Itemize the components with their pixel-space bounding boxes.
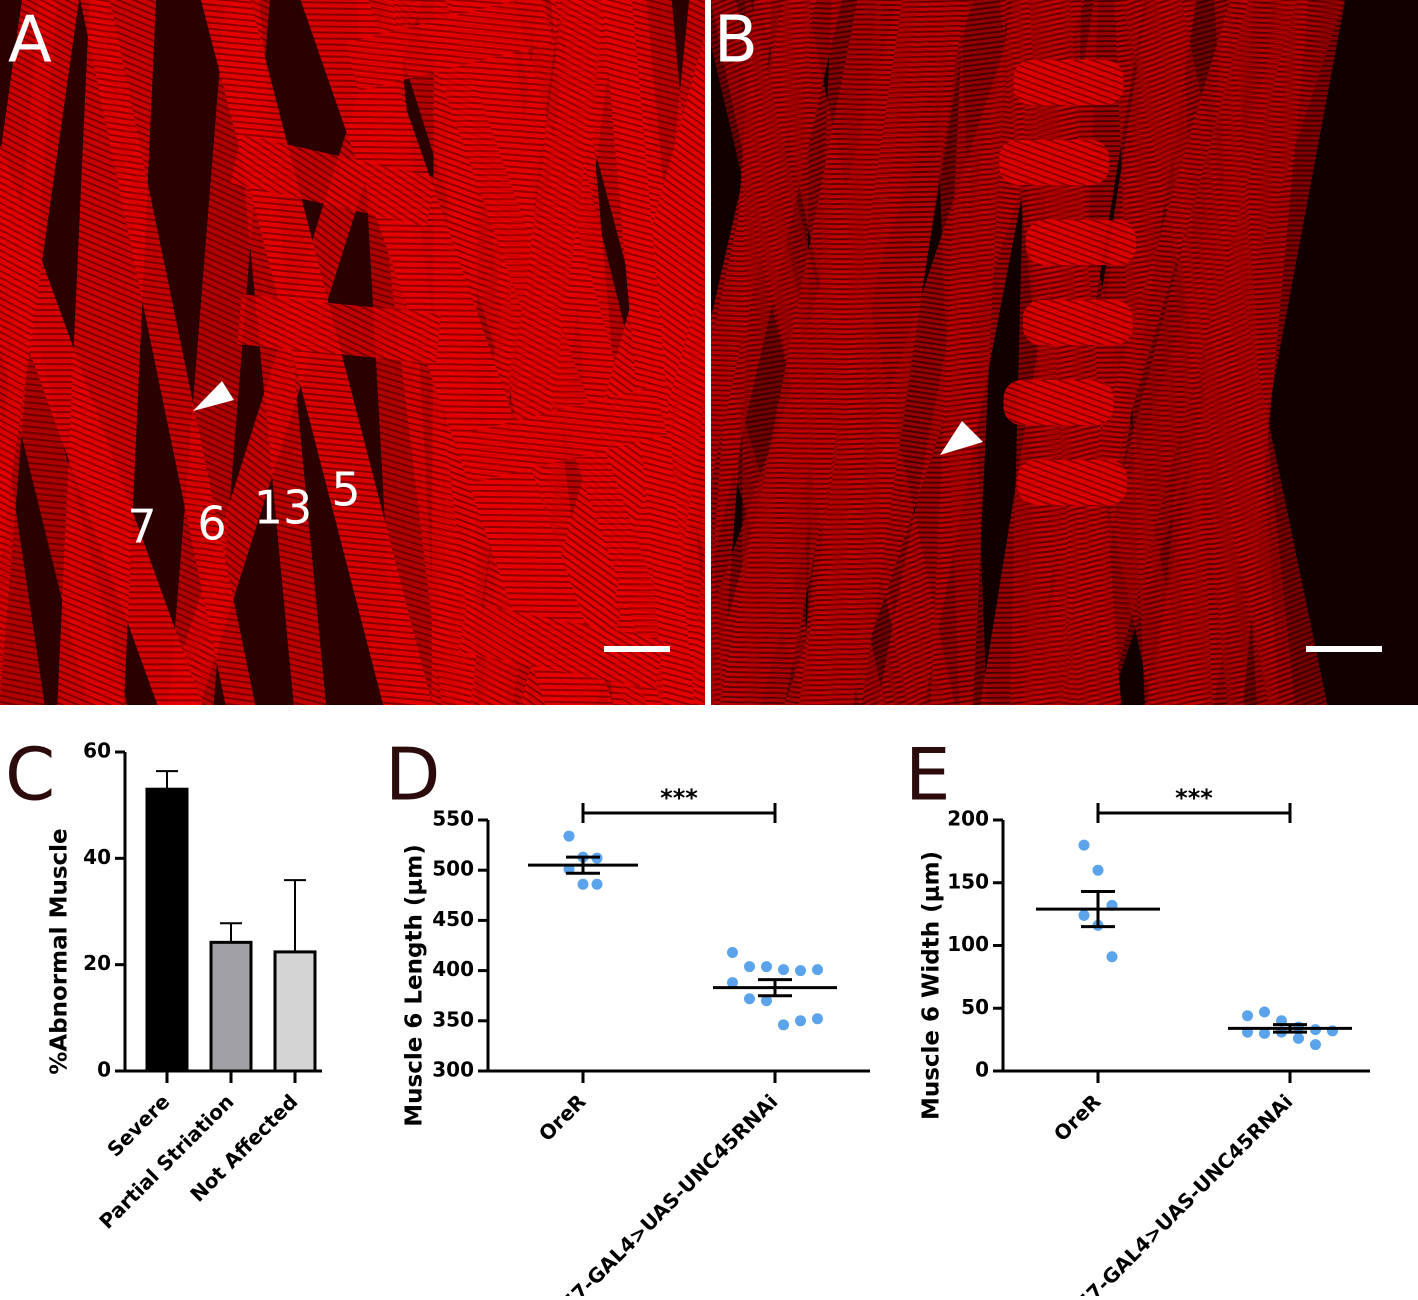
significance-bracket bbox=[1096, 803, 1292, 823]
panel-label: B bbox=[714, 4, 758, 78]
muscle-label: 6 bbox=[197, 497, 226, 551]
y-tick-label: 300 bbox=[432, 1058, 474, 1082]
x-tick-label: c57-GAL4>UAS-UNC45RNAi bbox=[1063, 1089, 1297, 1296]
data-point bbox=[1106, 951, 1118, 963]
y-tick-label: 0 bbox=[975, 1058, 989, 1082]
data-point bbox=[1092, 864, 1104, 876]
muscle-fiber bbox=[237, 294, 442, 364]
y-tick-label: 150 bbox=[947, 869, 989, 893]
data-point bbox=[744, 993, 755, 1005]
data-point bbox=[1310, 1039, 1321, 1051]
data-point bbox=[1078, 909, 1090, 921]
data-point bbox=[1259, 1006, 1270, 1018]
data-point bbox=[577, 878, 589, 890]
muscle-fiber bbox=[1003, 380, 1114, 425]
panel-label: C bbox=[5, 733, 55, 817]
y-tick-label: 100 bbox=[947, 932, 989, 956]
y-tick-label: 500 bbox=[432, 857, 474, 881]
y-tick-label: 0 bbox=[97, 1058, 111, 1082]
arrowhead bbox=[940, 421, 983, 455]
scale-bar bbox=[1306, 646, 1382, 652]
data-point bbox=[795, 1015, 806, 1027]
muscle-fiber bbox=[346, 0, 553, 92]
muscle-fiber bbox=[711, 0, 731, 705]
muscle-fiber bbox=[1022, 300, 1133, 345]
bar bbox=[209, 940, 253, 1073]
y-axis-label: Muscle 6 Length (μm) bbox=[402, 844, 428, 1126]
x-tick-label: OreR bbox=[1049, 1089, 1105, 1145]
panel-label: A bbox=[8, 4, 52, 78]
data-point bbox=[1293, 1032, 1304, 1044]
scale-bar bbox=[604, 646, 670, 652]
muscle-fiber bbox=[230, 134, 437, 227]
x-tick-label: OreR bbox=[534, 1089, 590, 1145]
y-tick-label: 50 bbox=[961, 995, 989, 1019]
data-point bbox=[1259, 1027, 1270, 1039]
significance-label: *** bbox=[1175, 784, 1213, 812]
data-point bbox=[744, 961, 755, 973]
data-point bbox=[1242, 1010, 1253, 1022]
muscle-label: 7 bbox=[127, 500, 156, 554]
y-tick-label: 20 bbox=[83, 951, 111, 975]
muscle-fiber bbox=[0, 0, 64, 705]
micrograph-a bbox=[0, 0, 705, 705]
muscle-fiber bbox=[58, 0, 281, 705]
muscle-fiber bbox=[0, 0, 95, 705]
bar bbox=[145, 787, 189, 1073]
panel-label: D bbox=[385, 733, 440, 817]
y-axis-label: Muscle 6 Width (μm) bbox=[919, 851, 945, 1120]
muscle-fiber bbox=[0, 0, 239, 705]
data-point bbox=[795, 965, 806, 977]
y-tick-label: 450 bbox=[432, 907, 474, 931]
muscle-fiber bbox=[458, 602, 664, 690]
muscle-fiber bbox=[591, 0, 705, 705]
bar bbox=[273, 950, 317, 1073]
y-tick-label: 200 bbox=[947, 807, 989, 831]
y-axis-label: %Abnormal Muscle bbox=[47, 828, 73, 1074]
data-point bbox=[563, 830, 575, 842]
muscle-fiber bbox=[453, 0, 621, 705]
muscle-fiber bbox=[461, 386, 668, 483]
muscle-fiber bbox=[923, 0, 1012, 705]
y-tick-label: 400 bbox=[432, 957, 474, 981]
significance-bracket bbox=[581, 803, 777, 823]
muscle-fiber bbox=[780, 0, 982, 705]
data-point bbox=[727, 947, 738, 959]
muscle-fiber bbox=[711, 0, 944, 705]
data-point bbox=[778, 1019, 789, 1031]
muscle-fiber bbox=[1100, 0, 1353, 705]
muscle-fiber bbox=[271, 0, 648, 705]
y-tick-label: 350 bbox=[432, 1007, 474, 1031]
data-point bbox=[727, 977, 738, 989]
y-tick-label: 40 bbox=[83, 845, 111, 869]
muscle-fiber bbox=[1013, 60, 1124, 105]
data-point bbox=[591, 878, 603, 890]
micrograph-b bbox=[711, 0, 1418, 705]
muscle-fiber bbox=[1020, 0, 1131, 705]
x-tick-label: c57-GAL4>UAS-UNC45RNAi bbox=[548, 1089, 782, 1296]
muscle-fiber bbox=[999, 140, 1110, 185]
data-point bbox=[1078, 839, 1090, 851]
muscle-fiber bbox=[175, 0, 462, 705]
significance-label: *** bbox=[660, 784, 698, 812]
data-point bbox=[761, 995, 772, 1007]
arrowhead bbox=[193, 381, 234, 411]
muscle-label: 13 bbox=[254, 481, 313, 535]
muscle-label: 5 bbox=[331, 463, 360, 517]
y-tick-label: 550 bbox=[432, 807, 474, 831]
data-point bbox=[778, 964, 789, 976]
muscle-fiber bbox=[1025, 220, 1136, 265]
data-point bbox=[761, 961, 772, 973]
data-point bbox=[812, 1013, 823, 1025]
y-tick-label: 60 bbox=[83, 739, 111, 763]
data-point bbox=[812, 964, 823, 976]
panel-label: E bbox=[905, 733, 951, 817]
muscle-fiber bbox=[1017, 460, 1128, 505]
